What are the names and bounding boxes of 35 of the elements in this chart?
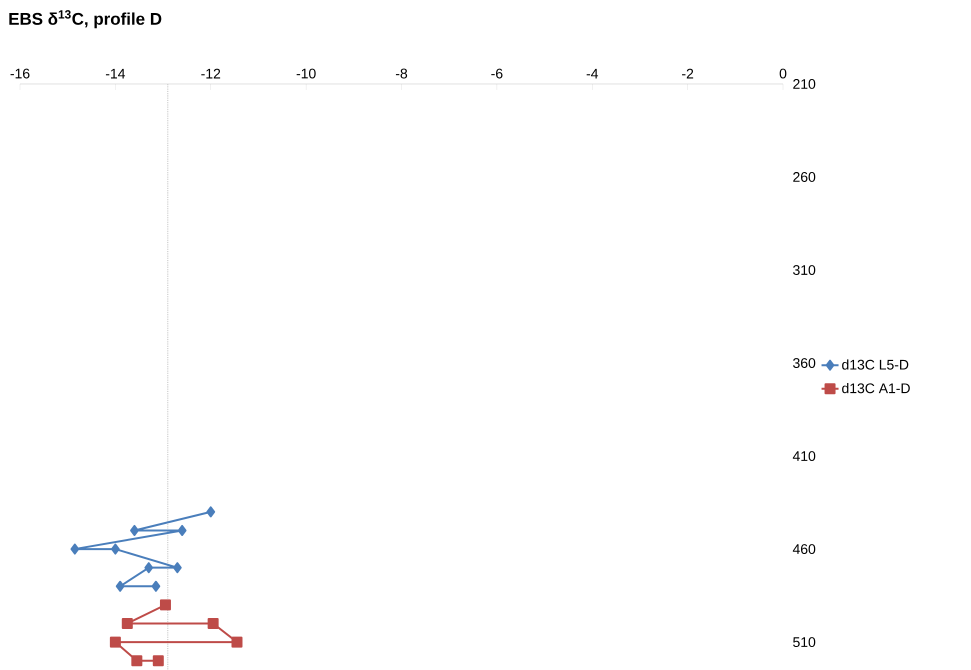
point	[110, 636, 121, 648]
x-tick-label: -12	[201, 68, 220, 78]
x-tick-label: -4	[586, 68, 598, 78]
x-tick-label: -8	[396, 68, 408, 78]
x-tick-label: -10	[296, 68, 316, 78]
x-tick-label: -14	[106, 68, 126, 78]
point	[122, 618, 133, 629]
point	[144, 562, 154, 573]
point	[160, 599, 171, 610]
point	[208, 618, 219, 629]
point	[152, 580, 160, 592]
x-tick-label: -2	[682, 68, 694, 78]
point	[206, 506, 216, 518]
chart-title: EBS δ$^{13}$C, profile D	[9, 10, 162, 28]
point	[130, 524, 139, 536]
point	[178, 524, 187, 536]
point	[70, 543, 80, 554]
point	[111, 543, 120, 554]
x-tick-label: -6	[491, 68, 502, 78]
legend-label: d13C A1-D	[842, 382, 910, 394]
point	[173, 562, 182, 573]
legend-label: d13C L5-D	[842, 359, 908, 370]
y-tick-label: 310	[793, 264, 816, 275]
y-tick-label: 460	[792, 544, 816, 554]
point	[116, 580, 125, 592]
x-tick-label: 0	[780, 68, 786, 78]
point	[131, 655, 142, 666]
y-tick-label: 510	[793, 636, 816, 647]
point	[231, 636, 242, 648]
y-tick-label: 260	[793, 172, 816, 182]
y-tick-label: 410	[792, 450, 816, 461]
x-tick-label: -16	[10, 68, 30, 78]
y-tick-label: 210	[793, 78, 816, 89]
y-tick-label: 360	[793, 358, 816, 368]
point	[152, 655, 164, 666]
